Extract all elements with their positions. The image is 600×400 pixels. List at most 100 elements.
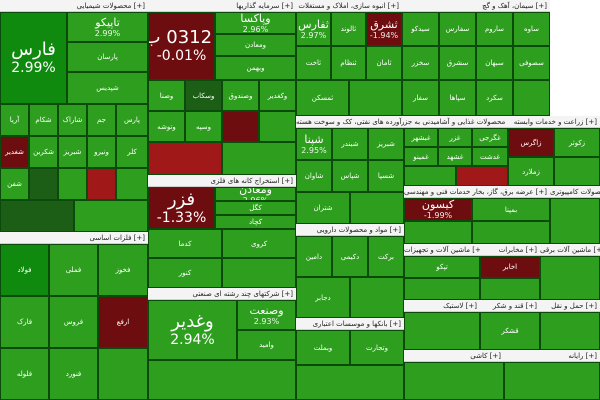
stock-tile[interactable]	[504, 362, 600, 400]
stock-tile[interactable]: کگل	[215, 201, 296, 215]
stock-tile[interactable]: دکیمی	[332, 236, 368, 277]
stock-tile[interactable]	[550, 198, 600, 244]
stock-tile[interactable]: غمینو	[404, 147, 438, 166]
stock-tile[interactable]: ساروم	[476, 12, 513, 46]
stock-tile[interactable]: غشهد	[438, 147, 472, 166]
stock-tile[interactable]	[29, 168, 58, 200]
stock-tile[interactable]: جم	[87, 104, 116, 136]
stock-tile[interactable]: سپاها	[439, 80, 476, 116]
stock-tile[interactable]: ارفع	[98, 296, 148, 348]
stock-tile[interactable]: ثامان	[366, 46, 402, 80]
sector-header[interactable]: ماشین آلات برقی [+]	[540, 244, 600, 256]
stock-tile[interactable]	[98, 348, 148, 400]
stock-tile[interactable]: ثفارس 2.97%	[296, 12, 331, 46]
stock-tile[interactable]: وغدیر 2.94%	[148, 300, 237, 360]
stock-tile[interactable]	[259, 111, 296, 142]
stock-tile[interactable]: شپنا 2.95%	[296, 128, 332, 160]
stock-tile[interactable]: فزر -1.33%	[148, 187, 215, 229]
stock-tile[interactable]: شغدیر	[0, 136, 29, 168]
stock-tile[interactable]: کچاد	[215, 215, 296, 229]
stock-tile[interactable]: فملی	[49, 244, 98, 296]
stock-tile[interactable]: شاوان	[296, 160, 332, 192]
stock-tile[interactable]: ومعادن	[215, 34, 296, 56]
stock-tile[interactable]: شکام	[29, 104, 58, 136]
sector-header[interactable]: فلزات اساسی [+]	[0, 232, 148, 244]
stock-tile[interactable]	[222, 111, 259, 142]
stock-tile[interactable]: زکوثر	[554, 128, 600, 157]
stock-tile[interactable]	[540, 256, 600, 300]
stock-tile[interactable]: شبندر	[332, 128, 368, 160]
stock-tile[interactable]: سك 0312 ب 01-0.01%	[148, 12, 215, 80]
stock-tile[interactable]: کروی	[222, 229, 296, 258]
stock-tile[interactable]: وصنعت 2.93%	[237, 300, 296, 330]
stock-tile[interactable]	[404, 166, 456, 186]
stock-tile[interactable]: شفن	[0, 168, 29, 200]
stock-tile[interactable]	[554, 157, 600, 186]
stock-tile[interactable]: سفارس	[439, 12, 476, 46]
sector-header[interactable]: لاستیک [+]	[404, 300, 480, 312]
stock-tile[interactable]: دجابر	[296, 277, 350, 318]
stock-tile[interactable]: سیدکو	[402, 12, 439, 46]
stock-tile[interactable]: کدما	[148, 229, 222, 258]
stock-tile[interactable]: قشکر	[480, 312, 540, 350]
sector-header[interactable]: سیمان، آهک و گچ [+]	[402, 0, 550, 12]
stock-tile[interactable]	[456, 166, 508, 186]
stock-tile[interactable]: وتجارت	[350, 330, 404, 365]
stock-tile[interactable]: وصنا	[148, 80, 185, 111]
stock-tile[interactable]	[404, 221, 472, 244]
stock-tile[interactable]: غدشت	[472, 147, 508, 166]
sector-header[interactable]: عرضه برق، گاز، بخار [+]	[472, 186, 550, 198]
stock-tile[interactable]: وبهمن	[215, 56, 296, 80]
stock-tile[interactable]: وصندوق	[222, 80, 259, 111]
stock-tile[interactable]: غگرجی	[472, 128, 508, 147]
sector-header[interactable]: محصولات شیمیایی [+]	[0, 0, 148, 12]
stock-tile[interactable]: سفار	[402, 80, 439, 116]
stock-tile[interactable]: فروس	[49, 296, 98, 348]
stock-tile[interactable]	[222, 258, 296, 288]
sector-header[interactable]: محصولات غذایی و آشامیدنی به جز [+]	[404, 116, 508, 128]
stock-tile[interactable]	[74, 200, 148, 232]
stock-tile[interactable]	[404, 278, 480, 300]
stock-tile[interactable]: فلوله	[0, 348, 49, 400]
sector-header[interactable]: تولید محصولات کامپیوتری [+]	[550, 186, 600, 198]
stock-tile[interactable]: فارک	[0, 296, 49, 348]
sector-header[interactable]: بانکها و موسسات اعتباری [+]	[296, 318, 404, 330]
stock-tile[interactable]: ثنظام	[331, 46, 366, 80]
sector-header[interactable]: قند و شکر [+]	[480, 300, 540, 312]
stock-tile[interactable]: وکغدیر	[259, 80, 296, 111]
stock-tile[interactable]: غزر	[438, 128, 472, 147]
stock-tile[interactable]: برکت	[368, 236, 404, 277]
stock-tile[interactable]	[472, 221, 550, 244]
sector-header[interactable]: زراعت و خدمات وابسته [+]	[508, 116, 600, 128]
stock-tile[interactable]: کنور	[148, 258, 222, 288]
sector-header[interactable]: سرمایه گذاریها [+]	[148, 0, 296, 12]
stock-tile[interactable]: فارس 2.99%	[0, 12, 67, 104]
stock-tile[interactable]: زملارد	[508, 157, 554, 186]
sector-header[interactable]: ماشین آلات و تجهیزات [+]	[404, 244, 480, 256]
stock-tile[interactable]: سکرد	[476, 80, 513, 116]
stock-tile[interactable]	[349, 80, 402, 116]
stock-tile[interactable]: کلر	[116, 136, 148, 168]
stock-tile[interactable]: سبهان	[476, 46, 513, 80]
stock-tile[interactable]: شتران	[296, 192, 350, 224]
stock-tile[interactable]: ثاخت	[296, 46, 331, 80]
stock-tile[interactable]: تاپیکو 2.99%	[67, 12, 148, 42]
stock-tile[interactable]: فولاد	[0, 244, 49, 296]
stock-tile[interactable]	[148, 360, 296, 400]
stock-tile[interactable]	[480, 278, 540, 300]
stock-tile[interactable]: شپاس	[332, 160, 368, 192]
sector-header[interactable]: حمل و نقل [+]	[540, 300, 600, 312]
stock-tile[interactable]: ساوه	[513, 12, 550, 46]
stock-tile[interactable]: ثالوند	[331, 12, 366, 46]
stock-tile[interactable]	[404, 362, 504, 400]
stock-tile[interactable]: بمپنا	[472, 198, 550, 221]
stock-tile[interactable]: اخابر	[480, 256, 540, 278]
stock-tile[interactable]	[513, 80, 550, 116]
stock-tile[interactable]	[87, 168, 116, 200]
stock-tile[interactable]: سخزر	[402, 46, 439, 80]
stock-tile[interactable]: وامید	[237, 330, 296, 360]
sector-header[interactable]: شرکتهای چند رشته ای صنعتی [+]	[148, 288, 296, 300]
sector-header[interactable]: کاشی [+]	[404, 350, 504, 362]
stock-tile[interactable]: زاگرس	[508, 128, 554, 157]
stock-tile[interactable]: ثشرق -1.94%	[366, 12, 402, 46]
